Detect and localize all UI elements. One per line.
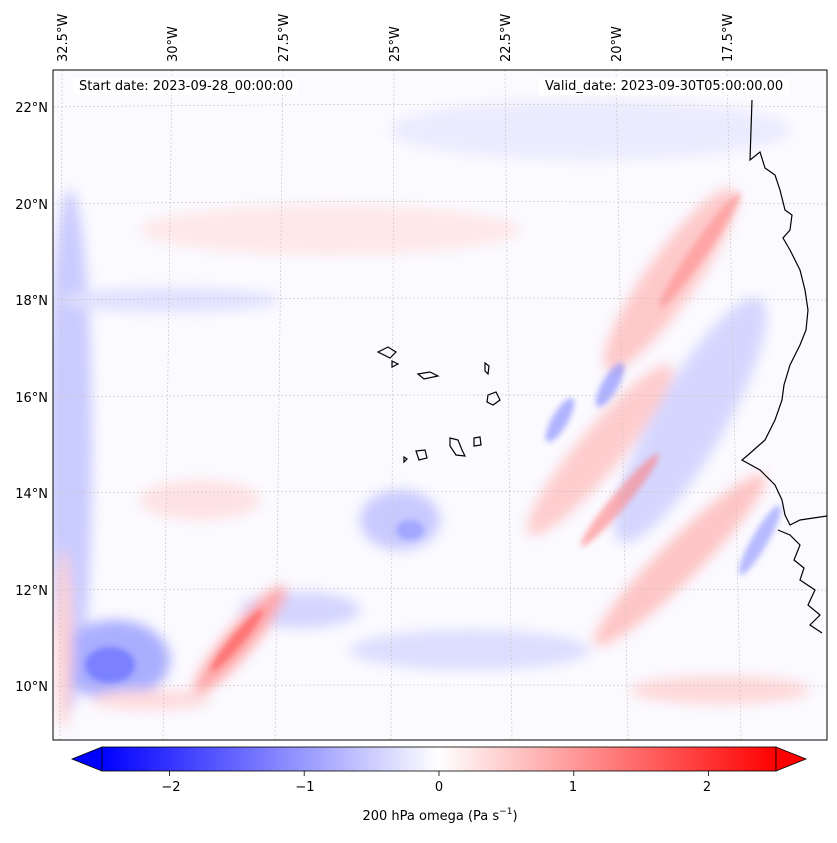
- colorbar-extend-low: [70, 746, 103, 772]
- colorbar-extend-high: [775, 746, 808, 772]
- colorbar: −2 −1 0 1 2 200 hPa omega (Pa s−1): [70, 746, 808, 824]
- latitude-labels: 22°N 20°N 18°N 16°N 14°N 12°N 10°N: [15, 101, 48, 695]
- valid-date-label: Valid_date: 2023-09-30T05:00:00.00: [539, 78, 790, 95]
- lat-label: 16°N: [15, 391, 48, 406]
- lon-label: 17.5°W: [721, 14, 736, 62]
- lat-label: 22°N: [15, 101, 48, 116]
- lon-label: 32.5°W: [56, 14, 71, 62]
- colorbar-tick-label: 2: [703, 780, 711, 795]
- start-date-label: Start date: 2023-09-28_00:00:00: [73, 78, 300, 95]
- longitude-labels: 32.5°W 30°W 27.5°W 25°W 22.5°W 20°W 17.5…: [56, 14, 736, 62]
- lon-label: 27.5°W: [277, 14, 292, 62]
- lat-label: 20°N: [15, 198, 48, 213]
- map-frame: [52, 69, 828, 741]
- lon-label: 22.5°W: [499, 14, 514, 62]
- colorbar-label: 200 hPa omega (Pa s−1): [362, 807, 517, 824]
- colorbar-tick-label: 0: [435, 780, 443, 795]
- lat-label: 12°N: [15, 584, 48, 599]
- coastlines: [376, 99, 827, 634]
- lat-label: 18°N: [15, 294, 48, 309]
- lon-label: 20°W: [610, 26, 625, 62]
- colorbar-tick-label: −1: [295, 780, 314, 795]
- lat-label: 10°N: [15, 680, 48, 695]
- omega-field: [53, 70, 827, 740]
- lon-label: 25°W: [388, 26, 403, 62]
- colorbar-tick-label: −2: [161, 780, 180, 795]
- lat-label: 14°N: [15, 487, 48, 502]
- colorbar-body: [101, 746, 777, 772]
- lon-label: 30°W: [166, 26, 181, 62]
- colorbar-tick-label: 1: [569, 780, 577, 795]
